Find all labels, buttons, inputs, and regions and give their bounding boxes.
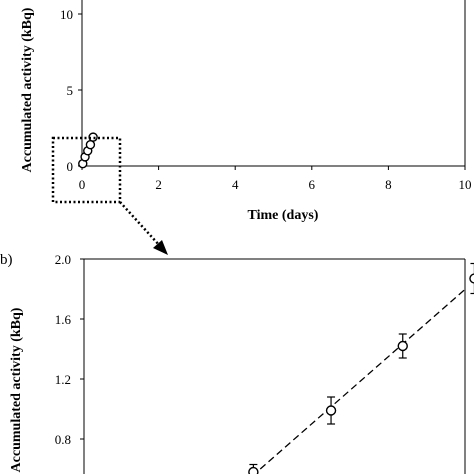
top-x-axis-label: Time (days) xyxy=(248,208,319,223)
bottom-y-axis-label: Accumulated activity (kBq) xyxy=(9,307,24,472)
panel-label-b: b) xyxy=(0,252,13,268)
top-y-tick-label: 10 xyxy=(60,7,73,22)
bottom-panel: b) 0.8 1.2 1.6 2.0 Accumulated activity (kB… xyxy=(0,252,474,474)
trendline xyxy=(253,287,467,474)
top-y-tick-label: 5 xyxy=(67,83,74,98)
bottom-y-tick-label: 0.8 xyxy=(55,432,71,447)
top-x-tick-label: 10 xyxy=(459,177,472,192)
top-x-tick-label: 4 xyxy=(232,177,239,192)
bottom-data-point xyxy=(397,340,408,352)
top-x-tick-label: 6 xyxy=(309,177,316,192)
bottom-y-tick-label: 1.2 xyxy=(55,372,71,387)
zoom-arrow xyxy=(119,201,168,255)
bottom-data-point xyxy=(469,273,474,284)
bottom-data-point xyxy=(248,466,259,474)
top-x-tick-label: 8 xyxy=(385,177,392,192)
zoom-box xyxy=(51,136,122,204)
top-data-point xyxy=(85,140,96,150)
top-x-tick-label: 0 xyxy=(79,177,86,192)
bottom-data-point xyxy=(325,405,337,416)
top-x-tick-label: 2 xyxy=(155,177,162,192)
bottom-y-tick-label: 1.6 xyxy=(55,312,72,327)
bottom-y-tick-label: 2.0 xyxy=(55,252,71,267)
top-y-tick-label: 0 xyxy=(67,159,74,174)
top-y-axis-label: Accumulated activity (kBq) xyxy=(20,7,35,172)
